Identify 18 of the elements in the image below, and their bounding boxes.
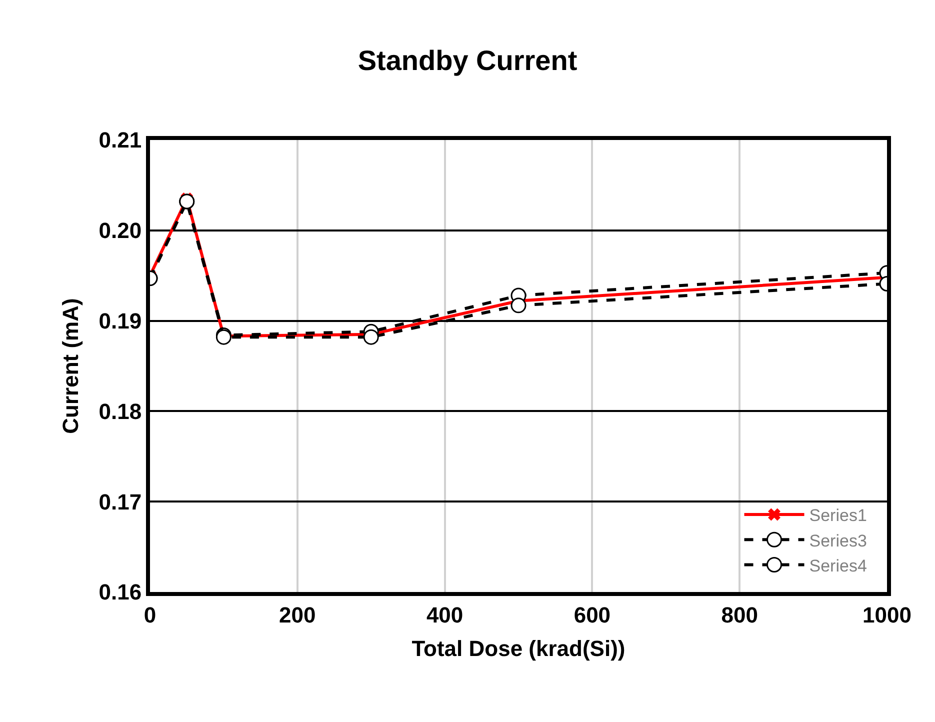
y-axis-title: Current (mA) <box>58 298 84 434</box>
x-tick-label: 1000 <box>862 602 912 628</box>
y-tick-label: 0.21 <box>98 128 142 153</box>
legend-label: Series3 <box>809 531 867 550</box>
y-tick-label: 0.16 <box>98 580 142 605</box>
y-tick-label: 0.18 <box>98 398 142 424</box>
x-tick-label: 0 <box>144 602 156 628</box>
x-tick-label: 200 <box>279 602 316 628</box>
x-tick-label: 800 <box>721 602 758 628</box>
y-tick-label: 0.20 <box>98 218 142 244</box>
legend-label: Series4 <box>809 556 867 576</box>
y-tick-label: 0.19 <box>98 308 142 334</box>
chart-title: Standby Current <box>358 45 578 76</box>
x-axis-title: Total Dose (krad(Si)) <box>412 636 626 661</box>
x-tick-label: 400 <box>426 602 464 628</box>
x-tick-label: 600 <box>574 602 611 628</box>
legend-label: Series1 <box>809 506 867 526</box>
y-tick-label: 0.17 <box>98 489 142 514</box>
